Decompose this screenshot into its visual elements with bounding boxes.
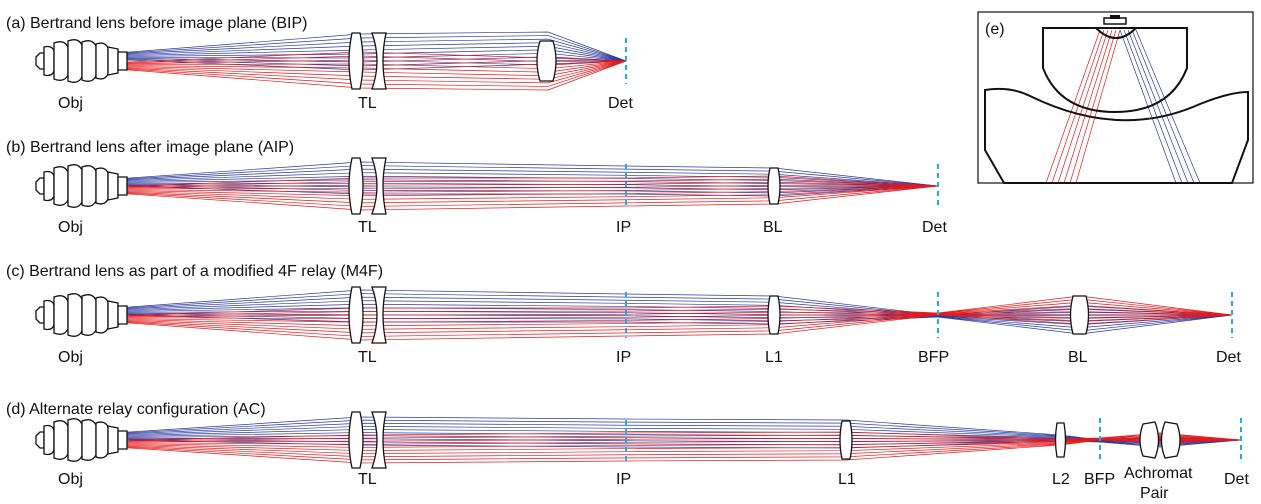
panel-d-label-l1: L1 <box>838 471 856 488</box>
panel-d-title: (d) Alternate relay configuration (AC) <box>6 401 266 418</box>
panel-c-bertrand-lens <box>1069 295 1090 335</box>
ray <box>39 293 1233 316</box>
panel-b-title: (b) Bertrand lens after image plane (AIP… <box>6 139 294 156</box>
panel-d-achromat-lens-1 <box>1139 421 1160 459</box>
ray <box>39 308 1233 323</box>
ray <box>39 298 1233 318</box>
panel-c-rays <box>39 289 1233 341</box>
panel-e-sample-core <box>1110 15 1120 19</box>
panel-a-label-det: Det <box>608 95 633 112</box>
panel-c: (c) Bertrand lens as part of a modified … <box>6 263 1241 366</box>
panel-e-small-hemisphere <box>1095 27 1137 39</box>
panel-d-objective <box>35 418 128 462</box>
panel-e-large-hemisphere <box>1042 27 1188 114</box>
panel-c-label-bfp: BFP <box>918 349 949 366</box>
panel-b-bertrand-lens <box>767 167 781 205</box>
panel-c-label-det: Det <box>1216 349 1241 366</box>
panel-d-achromat-lens-2 <box>1160 421 1181 459</box>
panel-c-title: (c) Bertrand lens as part of a modified … <box>6 263 383 280</box>
panel-a: (a) Bertrand lens before image plane (BI… <box>6 15 633 112</box>
ray <box>39 295 1233 318</box>
ray <box>39 311 1233 327</box>
ray <box>39 300 1233 317</box>
panel-a-title: (a) Bertrand lens before image plane (BI… <box>6 15 307 32</box>
ray <box>39 301 1233 318</box>
panel-d-label-achromat: Achromat <box>1124 465 1193 482</box>
panel-b-label-ip: IP <box>616 219 631 236</box>
ray <box>39 289 1233 316</box>
panel-b-objective <box>35 164 128 208</box>
panel-e-frame <box>977 11 1254 184</box>
panel-c-label-bl: BL <box>1068 349 1088 366</box>
panel-b-rays <box>39 161 939 211</box>
panel-c-label-tl: TL <box>358 349 377 366</box>
ray <box>39 314 1233 341</box>
ray <box>39 303 1233 319</box>
ray <box>40 310 1233 326</box>
panel-e-label: (e) <box>985 21 1005 38</box>
ray <box>39 313 1233 330</box>
panel-a-label-tl: TL <box>358 95 377 112</box>
panel-b-label-det: Det <box>922 219 947 236</box>
panel-a-tube-lens <box>348 32 387 90</box>
panel-b-label-bl: BL <box>763 219 783 236</box>
panel-e: (e) <box>977 11 1254 184</box>
panel-e-bowl-lens <box>984 87 1249 184</box>
panel-d-label-obj: Obj <box>58 471 83 488</box>
panel-d-label-l2: L2 <box>1052 471 1070 488</box>
panel-a-label-obj: Obj <box>58 95 83 112</box>
ray <box>39 314 1233 337</box>
ray <box>40 304 1233 320</box>
panel-d-label-det: Det <box>1224 471 1249 488</box>
panel-b-tube-lens <box>348 157 387 215</box>
ray <box>39 296 1233 316</box>
panel-d-label-bfp: BFP <box>1084 471 1115 488</box>
panel-c-label-ip: IP <box>616 349 631 366</box>
panel-d-lens-l1 <box>839 420 853 460</box>
panel-c-label-obj: Obj <box>58 349 83 366</box>
panel-d-label-pair: Pair <box>1140 485 1169 502</box>
panel-a-lens <box>536 40 557 82</box>
panel-d-label-tl: TL <box>358 471 377 488</box>
panel-d: (d) Alternate relay configuration (AC) O… <box>6 401 1249 502</box>
ray <box>39 314 1233 334</box>
panel-b-label-obj: Obj <box>58 219 83 236</box>
panel-d-lens-l2 <box>1054 422 1067 458</box>
panel-c-label-l1: L1 <box>765 349 783 366</box>
panel-a-objective <box>35 39 128 83</box>
ray <box>39 307 1233 322</box>
panel-b-label-tl: TL <box>358 219 377 236</box>
panel-c-lens-l1 <box>767 295 781 335</box>
panel-b: (b) Bertrand lens after image plane (AIP… <box>6 139 947 236</box>
panel-c-objective <box>35 293 128 337</box>
panel-d-label-ip: IP <box>616 471 631 488</box>
